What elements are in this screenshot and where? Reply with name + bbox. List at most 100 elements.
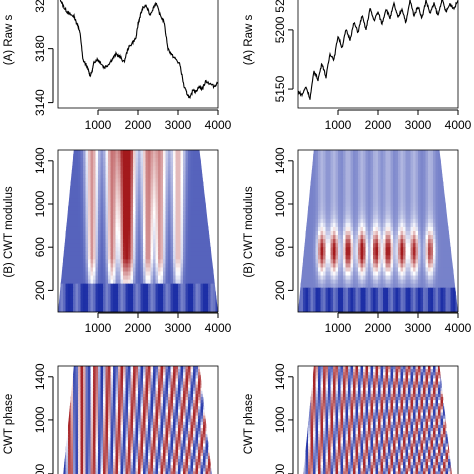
- heatmap-cell: [415, 158, 419, 163]
- heatmap-cell: [398, 295, 402, 301]
- heatmap-cell: [95, 202, 99, 208]
- heatmap-cell: [130, 178, 134, 183]
- heatmap-cell: [353, 166, 357, 171]
- heatmap-cell: [305, 154, 309, 159]
- heatmap-cell: [353, 259, 357, 264]
- heatmap-cell: [375, 279, 379, 285]
- heatmap-cell: [393, 263, 397, 269]
- heatmap-cell: [73, 243, 77, 248]
- heatmap-cell: [205, 239, 209, 244]
- heatmap-cell: [153, 198, 157, 204]
- heatmap-cell: [358, 214, 362, 220]
- heatmap-cell: [323, 182, 327, 188]
- heatmap-cell: [88, 263, 92, 269]
- heatmap-cell: [105, 287, 109, 293]
- heatmap-cell: [313, 174, 317, 179]
- heatmap-cell: [373, 202, 377, 208]
- heatmap-cell: [405, 218, 409, 224]
- heatmap-cell: [78, 182, 82, 188]
- heatmap-cell: [335, 150, 339, 155]
- heatmap-cell: [173, 271, 177, 277]
- heatmap-cell: [188, 214, 192, 220]
- heatmap-cell: [165, 235, 169, 240]
- heatmap-cell: [330, 186, 334, 192]
- heatmap-cell: [310, 263, 314, 269]
- heatmap-cell: [178, 202, 182, 208]
- heatmap-cell: [148, 275, 152, 281]
- heatmap-cell: [408, 182, 412, 188]
- heatmap-cell: [193, 202, 197, 208]
- heatmap-cell: [120, 206, 124, 212]
- heatmap-cell: [355, 178, 359, 183]
- heatmap-cell: [143, 226, 147, 232]
- heatmap-cell: [183, 283, 187, 289]
- heatmap-cell: [450, 158, 454, 163]
- heatmap-cell: [148, 307, 152, 312]
- series-line: [59, 0, 218, 100]
- heatmap-cell: [413, 154, 417, 159]
- heatmap-cell: [170, 170, 174, 175]
- heatmap-cell: [150, 231, 154, 236]
- heatmap-cell: [355, 150, 359, 155]
- heatmap-cell: [395, 226, 399, 232]
- heatmap-cell: [415, 247, 419, 252]
- heatmap-cell: [313, 154, 317, 159]
- heatmap-cell: [378, 214, 382, 220]
- heatmap-cell: [200, 291, 204, 297]
- heatmap-cell: [133, 299, 137, 305]
- heatmap-cell: [125, 295, 129, 301]
- heatmap-cell: [450, 251, 454, 256]
- heatmap-cell: [88, 303, 92, 309]
- heatmap-cell: [305, 255, 309, 260]
- heatmap-cell: [113, 218, 117, 224]
- heatmap-cell: [400, 291, 404, 297]
- heatmap-cell: [450, 170, 454, 175]
- heatmap-cell: [68, 235, 72, 240]
- heatmap-cell: [340, 271, 344, 277]
- heatmap-cell: [158, 251, 162, 256]
- heatmap-cell: [185, 291, 189, 297]
- heatmap-cell: [210, 178, 214, 183]
- heatmap-cell: [120, 210, 124, 216]
- heatmap-cell: [88, 162, 92, 167]
- heatmap-cell: [138, 154, 142, 159]
- heatmap-cell: [435, 259, 439, 264]
- heatmap-cell: [203, 158, 207, 163]
- heatmap-cell: [88, 170, 92, 175]
- heatmap-cell: [420, 295, 424, 301]
- heatmap-cell: [185, 154, 189, 159]
- heatmap-cell: [140, 255, 144, 260]
- heatmap-cell: [345, 182, 349, 188]
- heatmap-cell: [168, 279, 172, 285]
- heatmap-cell: [415, 206, 419, 212]
- heatmap-cell: [105, 303, 109, 309]
- heatmap-cell: [65, 259, 69, 264]
- heatmap-cell: [433, 235, 437, 240]
- heatmap-cell: [370, 162, 374, 167]
- heatmap-cell: [58, 182, 62, 188]
- heatmap-cell: [123, 174, 127, 179]
- heatmap-cell: [358, 291, 362, 297]
- heatmap-cell: [353, 198, 357, 204]
- heatmap-cell: [203, 271, 207, 277]
- heatmap-cell: [325, 243, 329, 248]
- heatmap-cell: [65, 251, 69, 256]
- heatmap-cell: [338, 226, 342, 232]
- heatmap-cell: [158, 295, 162, 301]
- heatmap-cell: [110, 275, 114, 281]
- heatmap-cell: [150, 275, 154, 281]
- heatmap-cell: [345, 255, 349, 260]
- heatmap-cell: [58, 174, 62, 179]
- heatmap-cell: [323, 218, 327, 224]
- heatmap-cell: [108, 267, 112, 273]
- heatmap-cell: [370, 271, 374, 277]
- heatmap-cell: [325, 202, 329, 208]
- heatmap-cell: [315, 275, 319, 281]
- heatmap-cell: [403, 178, 407, 183]
- heatmap-cell: [380, 190, 384, 196]
- heatmap-cell: [100, 299, 104, 305]
- heatmap-cell: [330, 162, 334, 167]
- heatmap-cell: [433, 279, 437, 285]
- heatmap-cell: [170, 295, 174, 301]
- heatmap-cell: [148, 206, 152, 212]
